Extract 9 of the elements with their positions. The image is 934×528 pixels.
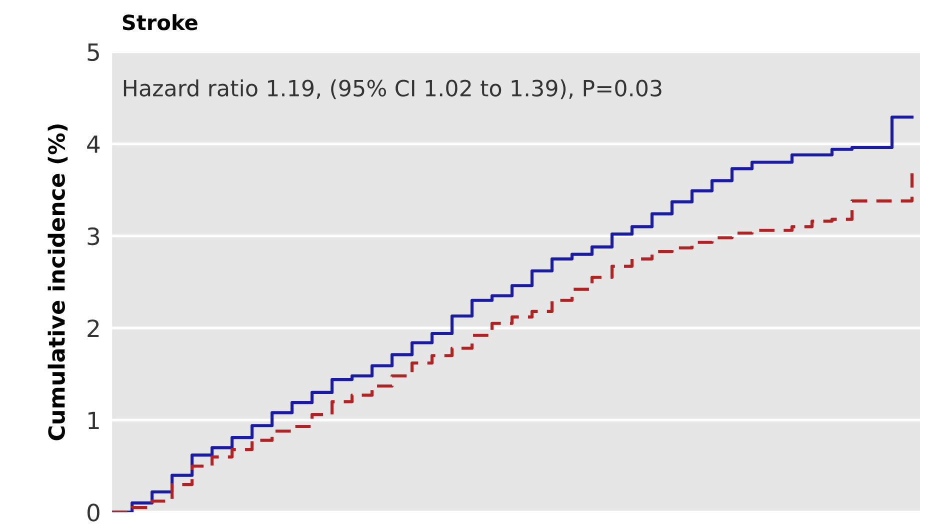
chart-title: Stroke [122,14,198,30]
y-tick-label: 4 [87,136,100,153]
y-tick-label: 0 [88,504,100,522]
y-tick-label: 1 [88,412,99,430]
annotation: Hazard ratio 1.19, (95% CI 1.02 to 1.39), P=0.03 [124,79,662,100]
y-tick-label: 2 [88,319,99,337]
y-tick-label: 3 [88,227,100,246]
y-axis-title: Cumulative incidence (%) [48,124,68,440]
y-tick-label: 5 [88,44,99,62]
